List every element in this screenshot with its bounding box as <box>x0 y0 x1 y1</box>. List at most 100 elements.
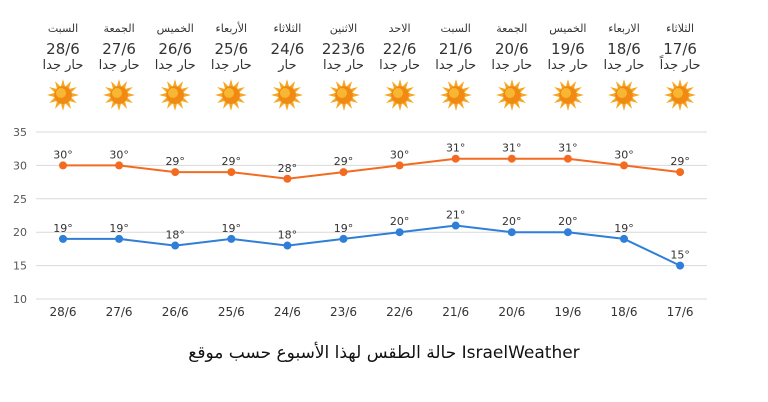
x-tick-label: 22/6 <box>386 305 413 319</box>
y-tick-label: 15 <box>13 260 27 273</box>
day-condition: حار جدا <box>491 58 533 73</box>
series-line <box>63 224 681 267</box>
sun-icon <box>495 79 528 111</box>
data-label: 15° <box>670 249 690 262</box>
x-tick-label: 20/6 <box>498 305 525 319</box>
sun-icon <box>608 79 640 111</box>
data-point <box>676 261 685 270</box>
data-label: 18° <box>278 229 298 242</box>
day-name: الثلاثاء <box>666 22 695 35</box>
data-label: 18° <box>165 229 185 242</box>
x-tick-label: 25/6 <box>218 305 245 319</box>
day-date: 27/6 <box>102 40 136 58</box>
data-point <box>115 234 124 243</box>
data-label: 31° <box>558 142 578 155</box>
data-label: 20° <box>558 215 578 228</box>
data-label: 19° <box>614 222 634 235</box>
data-point <box>283 174 292 183</box>
sun-icon <box>103 79 136 111</box>
day-name: السبت <box>440 22 471 35</box>
data-point <box>171 168 180 177</box>
x-tick-label: 26/6 <box>162 305 189 319</box>
data-label: 30° <box>614 148 634 161</box>
day-date: 22/6 <box>382 40 417 58</box>
day-column: الأربعاء 25/6 حار جدا <box>203 0 259 112</box>
sun-icon <box>664 79 697 111</box>
data-point <box>507 228 516 237</box>
x-tick-label: 21/6 <box>442 305 469 319</box>
day-column: الجمعة 20/6 حار جدا <box>484 0 540 112</box>
sun-icon <box>159 79 192 111</box>
day-condition: حار جدا <box>210 58 252 73</box>
day-date: 26/6 <box>158 40 193 58</box>
data-label: 21° <box>446 209 466 222</box>
x-tick-label: 19/6 <box>554 305 581 319</box>
data-point <box>59 234 67 243</box>
day-column: الاثنين 223/6 حار جدا <box>316 0 372 112</box>
day-condition: حار جدا <box>603 58 645 73</box>
day-column: الثلاثاء 24/6 حار <box>259 0 315 112</box>
day-name: الجمعة <box>496 22 528 35</box>
sun-icon <box>327 79 360 111</box>
day-name: الخميس <box>156 22 194 35</box>
sun-icon <box>383 79 416 111</box>
series-line <box>63 157 681 180</box>
data-label: 19° <box>222 222 242 235</box>
data-label: 19° <box>53 222 73 235</box>
day-date: 223/6 <box>321 40 366 58</box>
data-point <box>563 228 572 237</box>
sun-icon <box>215 79 248 111</box>
day-condition: حار <box>278 58 297 73</box>
y-tick-label: 30 <box>13 159 27 172</box>
data-point <box>451 221 460 230</box>
data-label: 29° <box>334 155 354 168</box>
day-condition: حار جدا <box>323 58 364 73</box>
data-label: 31° <box>502 142 522 155</box>
data-label: 30° <box>390 148 410 161</box>
data-point <box>620 161 628 170</box>
y-tick-label: 25 <box>13 193 27 206</box>
day-condition: حار جدا <box>98 58 140 73</box>
data-label: 29° <box>165 155 185 168</box>
x-tick-label: 23/6 <box>330 305 357 319</box>
day-column: الاربعاء 18/6 حار جدا <box>596 0 652 112</box>
data-point <box>676 168 685 177</box>
data-point <box>563 154 572 163</box>
data-point <box>507 154 516 163</box>
data-label: 31° <box>446 142 466 155</box>
day-name: الجمعة <box>103 22 135 35</box>
data-label: 20° <box>390 215 410 228</box>
data-point <box>620 234 628 243</box>
day-column: السبت 28/6 حار جدا <box>35 0 91 112</box>
day-date: 20/6 <box>494 40 529 58</box>
day-column: الجمعة 27/6 حار جدا <box>91 0 147 112</box>
sun-icon <box>551 79 584 111</box>
day-condition: حار جدا <box>42 58 84 73</box>
day-name: الاحد <box>388 22 411 35</box>
day-date: 19/6 <box>551 40 585 58</box>
data-label: 30° <box>109 148 129 161</box>
day-condition: حار جدا <box>379 58 421 73</box>
data-label: 29° <box>222 155 242 168</box>
data-point <box>395 161 404 170</box>
day-date: 25/6 <box>214 40 249 58</box>
x-tick-label: 27/6 <box>106 305 133 319</box>
sun-icon <box>47 79 79 111</box>
data-label: 30° <box>53 148 73 161</box>
day-column: الخميس 26/6 حار جدا <box>147 0 203 112</box>
day-name: الاثنين <box>329 22 358 35</box>
data-label: 28° <box>278 162 298 175</box>
data-point <box>395 228 404 237</box>
data-point <box>339 168 348 177</box>
day-name: السبت <box>47 22 79 35</box>
y-tick-label: 35 <box>13 126 27 139</box>
day-name: الخميس <box>549 22 587 35</box>
x-tick-label: 18/6 <box>611 305 638 319</box>
data-label: 29° <box>670 155 690 168</box>
day-name: الأربعاء <box>215 22 248 35</box>
data-point <box>171 241 180 250</box>
chart-caption: حالة الطقس لهذا الأسبوع حسب موقع IsraelW… <box>188 343 580 363</box>
day-column: الثلاثاء 17/6 حار جداً <box>652 0 708 112</box>
data-point <box>339 234 348 243</box>
